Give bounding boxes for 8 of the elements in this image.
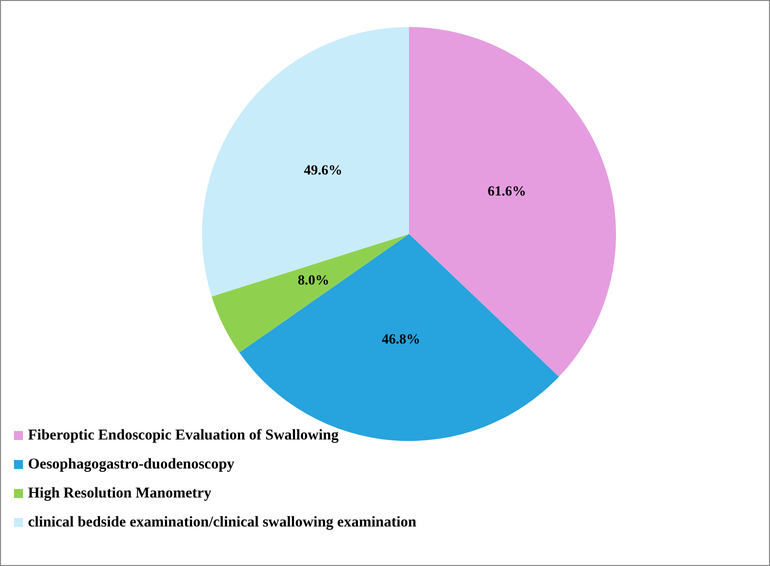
legend-label: High Resolution Manometry — [28, 486, 212, 502]
legend-label: Oesophagogastro-duodenoscopy — [28, 456, 235, 472]
data-label: 8.0% — [298, 274, 330, 289]
data-label: 61.6% — [488, 184, 526, 200]
legend-label: Fiberoptic Endoscopic Evaluation of Swallowing — [28, 428, 340, 444]
data-label: 49.6% — [304, 164, 342, 179]
data-label: 46.8% — [382, 332, 420, 348]
legend-label: clinical bedside examination/clinical swallowing examination — [28, 514, 418, 530]
